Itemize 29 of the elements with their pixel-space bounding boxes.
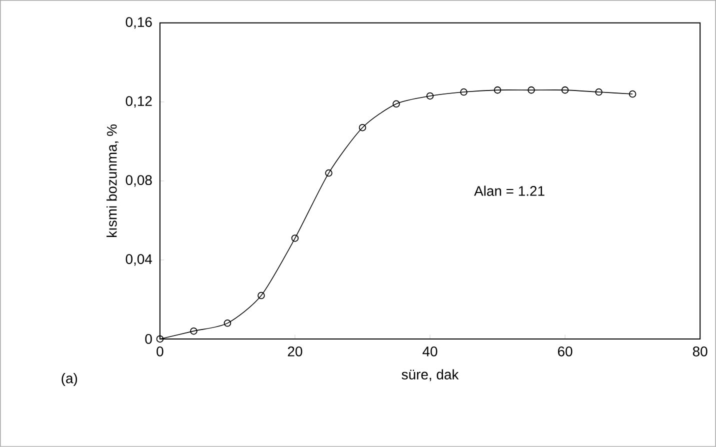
y-axis-title: kısmi bozunma, % [106, 124, 118, 238]
point [258, 292, 265, 300]
point [595, 88, 602, 96]
annotation: Alan = 1.21 [474, 186, 544, 196]
point [460, 88, 468, 96]
y-tick-label: 0,12 [126, 96, 152, 108]
point [190, 327, 198, 335]
x-tick-label: 60 [558, 346, 572, 356]
point [358, 124, 366, 132]
y-tick-label: 0,08 [126, 175, 152, 187]
point [561, 86, 569, 94]
x-tick-label: 40 [422, 346, 438, 356]
point [426, 92, 434, 100]
point [325, 169, 332, 177]
point [224, 320, 232, 327]
point [494, 86, 502, 94]
y-tick-label: 0,04 [126, 254, 152, 266]
y-tick-label: 0 [145, 334, 152, 344]
y-tick-label: 0,16 [126, 17, 152, 29]
x-tick-label: 20 [288, 346, 302, 356]
point [392, 100, 400, 108]
x-axis-title: süre, dak [402, 369, 459, 382]
x-tick-label: 0 [156, 346, 164, 356]
point [628, 90, 636, 98]
point [528, 86, 535, 94]
point [156, 335, 164, 343]
text: (a) [62, 373, 78, 386]
x-tick-label: 80 [692, 346, 708, 356]
point [291, 234, 299, 242]
